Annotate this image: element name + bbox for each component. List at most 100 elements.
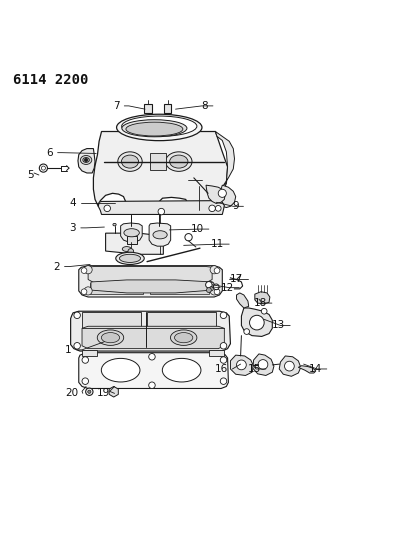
Ellipse shape (175, 333, 193, 343)
Circle shape (86, 388, 93, 395)
Bar (127, 236, 137, 244)
Ellipse shape (122, 155, 139, 168)
Ellipse shape (122, 247, 131, 252)
Circle shape (128, 248, 134, 254)
Circle shape (74, 312, 80, 319)
Circle shape (74, 343, 80, 349)
Text: 2: 2 (53, 262, 60, 271)
Circle shape (220, 357, 227, 364)
Ellipse shape (113, 223, 116, 226)
Text: 6114 2200: 6114 2200 (13, 74, 88, 87)
Bar (209, 350, 224, 356)
Circle shape (206, 288, 211, 293)
Bar (144, 104, 151, 113)
Text: 19: 19 (96, 389, 110, 398)
Text: 4: 4 (69, 198, 76, 208)
Ellipse shape (101, 333, 120, 343)
Polygon shape (98, 200, 224, 214)
Polygon shape (91, 280, 212, 293)
Polygon shape (78, 149, 95, 173)
Circle shape (218, 189, 226, 197)
Circle shape (215, 206, 221, 211)
Bar (150, 283, 209, 294)
Text: 12: 12 (221, 282, 235, 293)
Polygon shape (79, 265, 222, 297)
Polygon shape (206, 185, 225, 204)
Circle shape (104, 205, 111, 212)
Text: 11: 11 (211, 239, 224, 249)
Polygon shape (279, 356, 301, 376)
Ellipse shape (120, 254, 141, 262)
Ellipse shape (162, 358, 201, 382)
Circle shape (284, 361, 294, 371)
Text: 7: 7 (113, 101, 120, 111)
Polygon shape (231, 355, 254, 375)
Text: 8: 8 (202, 101, 208, 111)
Text: 6: 6 (46, 148, 53, 158)
Circle shape (39, 164, 47, 172)
Ellipse shape (171, 330, 197, 345)
Bar (82, 350, 97, 356)
Circle shape (129, 260, 133, 264)
Ellipse shape (153, 231, 167, 239)
Circle shape (262, 309, 267, 314)
Bar (164, 104, 171, 113)
Text: 3: 3 (69, 223, 76, 233)
Text: 14: 14 (309, 364, 322, 374)
Polygon shape (88, 266, 212, 283)
Ellipse shape (118, 152, 142, 171)
Ellipse shape (124, 229, 140, 237)
Circle shape (214, 289, 220, 295)
Circle shape (209, 287, 213, 291)
Circle shape (214, 268, 220, 273)
Polygon shape (253, 354, 274, 375)
Ellipse shape (97, 330, 124, 345)
Polygon shape (109, 386, 118, 397)
Circle shape (244, 329, 250, 334)
Circle shape (206, 281, 212, 288)
Polygon shape (106, 233, 163, 254)
Circle shape (213, 284, 219, 289)
Circle shape (185, 233, 192, 241)
Text: 18: 18 (254, 298, 267, 308)
Polygon shape (82, 326, 224, 349)
Text: 1: 1 (65, 345, 72, 355)
Circle shape (84, 265, 92, 274)
Ellipse shape (101, 358, 140, 382)
Bar (147, 312, 216, 328)
Ellipse shape (83, 158, 89, 163)
Circle shape (84, 287, 92, 295)
Circle shape (250, 316, 264, 330)
Polygon shape (217, 185, 236, 207)
Text: 20: 20 (65, 389, 78, 398)
Circle shape (82, 378, 89, 384)
Circle shape (237, 360, 246, 370)
Bar (90, 283, 143, 294)
Polygon shape (242, 308, 272, 336)
Polygon shape (121, 223, 142, 242)
Text: 15: 15 (248, 364, 261, 374)
Circle shape (149, 353, 155, 360)
Polygon shape (79, 353, 228, 389)
Text: 5: 5 (27, 170, 34, 180)
Polygon shape (215, 132, 235, 185)
Circle shape (220, 343, 227, 349)
Polygon shape (298, 366, 316, 373)
Polygon shape (237, 293, 249, 308)
Ellipse shape (122, 120, 187, 137)
Circle shape (220, 312, 227, 319)
Circle shape (41, 166, 45, 170)
Bar (150, 154, 166, 169)
Ellipse shape (117, 114, 202, 141)
Circle shape (81, 289, 87, 295)
Circle shape (82, 357, 89, 364)
Ellipse shape (116, 252, 144, 264)
Circle shape (208, 282, 214, 288)
Circle shape (88, 390, 91, 393)
Circle shape (210, 265, 218, 274)
Circle shape (209, 205, 215, 212)
Polygon shape (93, 132, 228, 211)
Circle shape (210, 287, 218, 295)
Polygon shape (149, 223, 171, 246)
Ellipse shape (122, 116, 197, 136)
